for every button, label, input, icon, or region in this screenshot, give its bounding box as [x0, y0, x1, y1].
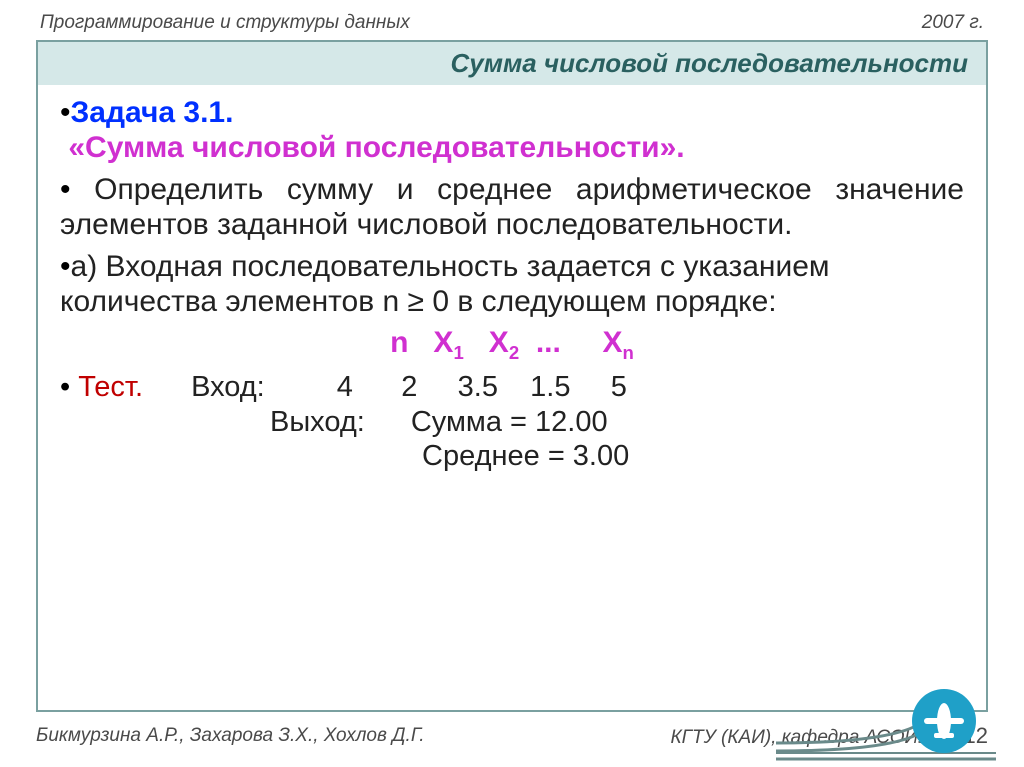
top-header: Программирование и структуры данных 2007… — [36, 12, 988, 40]
header-right: 2007 г. — [922, 12, 984, 34]
footer-right: КГТУ (КАИ), кафедра АСОИУ 12 — [670, 723, 988, 749]
content: •Задача 3.1. «Сумма числовой последовате… — [38, 85, 986, 473]
seq-subn: n — [623, 342, 634, 363]
problem-text: Определить сумму и среднее арифметическо… — [60, 173, 964, 241]
seq-xn: X — [603, 326, 623, 359]
test-dot: . — [135, 371, 143, 403]
variant-a: •а) Входная последовательность задается … — [60, 249, 964, 320]
test-label: Тест — [78, 371, 135, 403]
header-left: Программирование и структуры данных — [40, 12, 410, 34]
task-heading: •Задача 3.1. «Сумма числовой последовате… — [60, 95, 964, 166]
in-values: 4 2 3.5 1.5 5 — [337, 371, 627, 403]
in-label: Вход: — [191, 371, 265, 403]
out-avg: Среднее = 3.00 — [422, 440, 629, 472]
content-frame: Сумма числовой последовательности •Задач… — [36, 40, 988, 712]
seq-x1: X — [433, 326, 453, 359]
page-number: 12 — [964, 723, 988, 748]
out-sum: Сумма = 12.00 — [411, 406, 608, 438]
bullet-icon: • — [60, 173, 71, 206]
bullet-icon: • — [60, 371, 70, 403]
slide: Программирование и структуры данных 2007… — [0, 0, 1024, 767]
seq-sub2: 2 — [509, 342, 519, 363]
seq-sub1: 1 — [453, 342, 463, 363]
sequence-notation: n X1 X2 ... Xn — [60, 325, 964, 364]
bullet-icon: • — [60, 250, 71, 283]
seq-n: n — [390, 326, 408, 359]
task-name: «Сумма числовой последовательности». — [68, 131, 684, 164]
out-label: Выход: — [270, 406, 365, 438]
slide-title: Сумма числовой последовательности — [38, 42, 986, 85]
footer-authors: Бикмурзина А.Р., Захарова З.Х., Хохлов Д… — [36, 725, 425, 747]
footer: Бикмурзина А.Р., Захарова З.Х., Хохлов Д… — [36, 723, 988, 749]
variant-a-text: а) Входная последовательность задается с… — [60, 250, 830, 318]
bullet-icon: • — [60, 96, 71, 129]
seq-x2: X — [489, 326, 509, 359]
seq-dots: ... — [528, 326, 561, 359]
problem-statement: • Определить сумму и среднее арифметичес… — [60, 172, 964, 243]
task-number: Задача 3.1. — [71, 96, 234, 129]
test-block: • Тест. Вход: 4 2 3.5 1.5 5 Выход: Сумма = … — [60, 370, 964, 473]
footer-org: КГТУ (КАИ), кафедра АСОИУ — [670, 727, 930, 748]
